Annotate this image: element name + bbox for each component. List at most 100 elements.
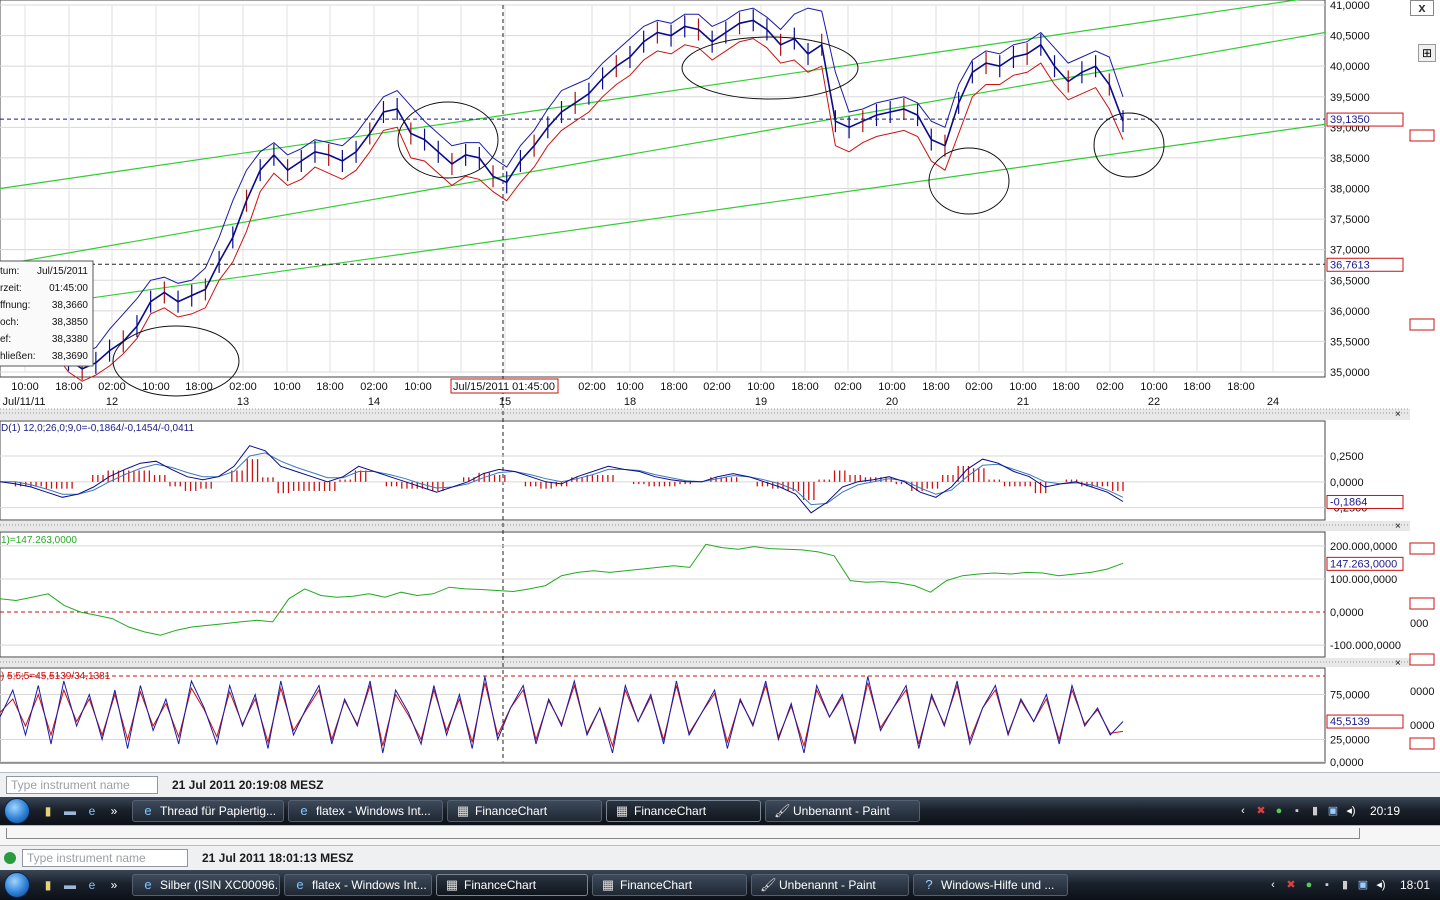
price-x-tick: 18:00 xyxy=(1052,381,1080,393)
taskbar-bottom: ▮ ▬ e » e Silber (ISIN XC00096... e flatex - Wi… xyxy=(0,870,1440,900)
edge-tag xyxy=(1409,542,1435,555)
macd-signal-line[interactable] xyxy=(0,452,1124,506)
price-line[interactable] xyxy=(0,19,1124,370)
instrument-search-input-2[interactable]: Type instrument name xyxy=(22,849,188,867)
price-x-tick: 18:00 xyxy=(1183,381,1211,393)
start-button[interactable] xyxy=(0,797,34,825)
channel-line[interactable] xyxy=(0,123,1326,312)
taskbar-button[interactable]: e flatex - Windows Int... xyxy=(284,874,432,896)
taskbar-button[interactable]: ▦ FinanceChart xyxy=(447,800,602,822)
volume-icon[interactable]: ◂) xyxy=(1346,805,1356,817)
ie-quicklaunch-icon[interactable]: e xyxy=(88,804,96,818)
taskbar-button[interactable]: 🖌 Unbenannt - Paint xyxy=(751,874,909,896)
clock[interactable]: 20:19 xyxy=(1369,804,1400,818)
taskbar-button[interactable]: ▦ FinanceChart xyxy=(592,874,747,896)
desktop-icon[interactable]: ▬ xyxy=(64,878,76,892)
price-y-tick: 38,0000 xyxy=(1330,184,1370,196)
annotation-ellipse[interactable] xyxy=(1093,112,1165,178)
channel-line[interactable] xyxy=(0,0,1325,190)
folder-icon[interactable]: ▮ xyxy=(44,878,52,892)
price-x-tick: 18:00 xyxy=(1227,381,1255,393)
display-icon[interactable]: ▣ xyxy=(1357,879,1369,891)
stoch-k-line[interactable] xyxy=(0,676,1124,754)
desktop-icon[interactable]: ▬ xyxy=(64,804,76,818)
last-price-value: 39,1350 xyxy=(1330,114,1370,126)
channel-line[interactable] xyxy=(0,31,1326,266)
paint-icon: 🖌 xyxy=(774,803,791,818)
panel-separator[interactable] xyxy=(0,409,1410,420)
macd-y-tick: 0,0000 xyxy=(1330,477,1364,489)
ie-quicklaunch-icon[interactable]: e xyxy=(88,878,96,892)
antivirus-icon[interactable]: ✖ xyxy=(1286,879,1296,891)
clock[interactable]: 18:01 xyxy=(1399,878,1430,892)
usb-icon[interactable]: ▮ xyxy=(1341,879,1348,891)
network-icon[interactable]: ▪ xyxy=(1325,879,1329,891)
price-x-day-label: 12 xyxy=(106,396,118,408)
upper-band-line[interactable] xyxy=(0,7,1124,355)
quicklaunch-more-button[interactable]: » xyxy=(110,804,118,818)
taskbar-button-label: flatex - Windows Int... xyxy=(316,804,431,818)
taskbar-button[interactable]: e Silber (ISIN XC00096... xyxy=(132,874,280,896)
price-x-tick: 18:00 xyxy=(660,381,688,393)
tray-expand-icon[interactable]: ‹ xyxy=(1241,805,1245,817)
scroll-track[interactable] xyxy=(6,828,1360,839)
tray-expand-icon[interactable]: ‹ xyxy=(1271,879,1275,891)
usb-icon[interactable]: ▮ xyxy=(1311,805,1318,817)
instrument-search-input[interactable]: Type instrument name xyxy=(6,776,158,794)
taskbar-button[interactable]: ? Windows-Hilfe und ... xyxy=(913,874,1068,896)
quicklaunch-more-button[interactable]: » xyxy=(110,878,118,892)
ie-icon: e xyxy=(300,803,308,818)
taskbar-button-label: flatex - Windows Int... xyxy=(312,878,427,892)
volume-y-tick: -100.000,0000 xyxy=(1330,640,1401,652)
price-x-day-label: 18 xyxy=(624,396,636,408)
taskbar-button-label: FinanceChart xyxy=(464,878,537,892)
pin-icon[interactable]: ⊞ xyxy=(1418,44,1436,62)
security-icon[interactable]: ● xyxy=(1305,879,1313,891)
taskbar-button[interactable]: 🖌 Unbenannt - Paint xyxy=(765,800,920,822)
taskbar-button[interactable]: ▦ FinanceChart xyxy=(606,800,761,822)
price-x-tick: 10:00 xyxy=(273,381,301,393)
tooltip-value: Jul/15/2011 xyxy=(37,266,88,277)
panel-separator[interactable] xyxy=(0,521,1410,531)
status-bar-top: Type instrument name 21 Jul 2011 20:19:0… xyxy=(0,772,1440,797)
volume-panel xyxy=(0,531,1326,658)
price-x-tick: 02:00 xyxy=(1096,381,1124,393)
volume-icon[interactable]: ◂) xyxy=(1376,879,1386,891)
edge-tag xyxy=(1409,737,1435,750)
annotation-ellipse[interactable] xyxy=(681,36,859,100)
antivirus-icon[interactable]: ✖ xyxy=(1256,805,1266,817)
security-icon[interactable]: ● xyxy=(1275,805,1283,817)
finance-chart[interactable]: ×××41,000040,500040,000039,500039,000038… xyxy=(0,0,1440,770)
price-y-tick: 36,5000 xyxy=(1330,275,1370,287)
taskbar-button[interactable]: e flatex - Windows Int... xyxy=(288,800,443,822)
close-icon[interactable]: x xyxy=(1410,0,1434,16)
stoch-y-tick: 25,0000 xyxy=(1330,735,1370,747)
taskbar-button-label: Silber (ISIN XC00096... xyxy=(160,878,280,892)
display-icon[interactable]: ▣ xyxy=(1327,805,1339,817)
start-button[interactable] xyxy=(0,871,34,899)
price-x-tick: 18:00 xyxy=(55,381,83,393)
folder-icon[interactable]: ▮ xyxy=(44,804,52,818)
chart-icon: ▦ xyxy=(456,803,470,818)
lower-band-line[interactable] xyxy=(0,38,1124,382)
price-x-tick: 10:00 xyxy=(404,381,432,393)
volume-y-tick: 100.000,0000 xyxy=(1330,574,1397,586)
annotation-ellipse[interactable] xyxy=(928,147,1010,215)
price-x-tick: 10:00 xyxy=(878,381,906,393)
network-icon[interactable]: ▪ xyxy=(1295,805,1299,817)
taskbar-button[interactable]: e Thread für Papiertig... xyxy=(132,800,284,822)
price-x-tick: 10:00 xyxy=(1009,381,1037,393)
taskbar-button[interactable]: ▦ FinanceChart xyxy=(436,874,588,896)
price-x-day-label: 14 xyxy=(368,396,380,408)
price-x-tick: 18:00 xyxy=(185,381,213,393)
edge-label: 0000 xyxy=(1410,686,1434,698)
price-x-tick: 10:00 xyxy=(747,381,775,393)
price-x-day-label: 21 xyxy=(1017,396,1029,408)
edge-label: 000 xyxy=(1410,618,1428,630)
annotation-ellipse[interactable] xyxy=(397,101,499,179)
annotation-ellipse[interactable] xyxy=(112,325,240,397)
price-x-day-label: 24 xyxy=(1267,396,1279,408)
volume-line[interactable] xyxy=(0,543,1124,636)
macd-line[interactable] xyxy=(0,445,1124,514)
panel-close-icon: × xyxy=(1395,521,1401,532)
